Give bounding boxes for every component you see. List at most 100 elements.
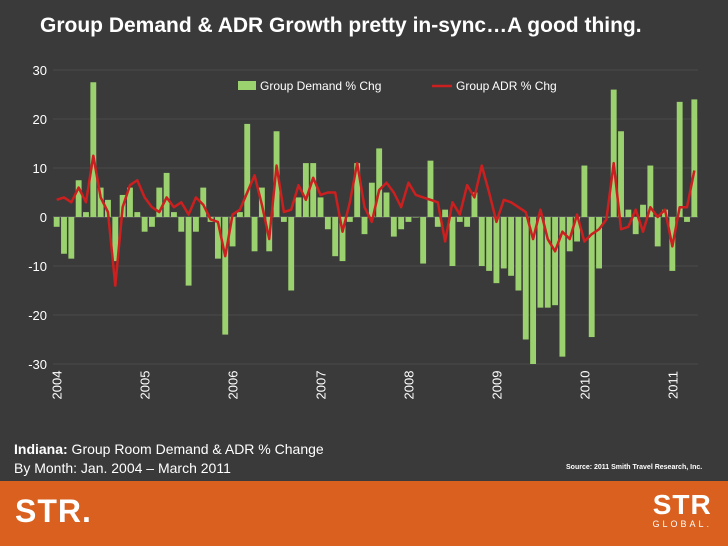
legend-label-demand: Group Demand % Chg	[260, 79, 381, 93]
str-logo: STR.	[15, 493, 92, 529]
demand-bar	[486, 217, 493, 271]
demand-bar	[405, 217, 412, 222]
demand-bar	[691, 99, 698, 217]
demand-bar	[339, 217, 346, 262]
x-axis-year-labels: 2004 2005 2006 2007 2008 2009 2010 2011	[50, 371, 681, 400]
demand-bar	[581, 165, 588, 217]
demand-bar	[412, 217, 419, 218]
footer-bar: STR. STR GLOBAL.	[0, 481, 728, 546]
caption-line2: By Month: Jan. 2004 – March 2011	[14, 460, 231, 476]
demand-bar	[53, 217, 60, 227]
demand-bar	[654, 217, 661, 247]
demand-bar	[295, 197, 302, 217]
str-global-logo: STR GLOBAL.	[652, 489, 712, 530]
demand-bar	[537, 217, 544, 308]
x-year-label: 2011	[665, 371, 680, 399]
demand-bar	[618, 131, 624, 217]
legend-label-adr: Group ADR % Chg	[456, 79, 557, 93]
demand-bar	[456, 217, 463, 222]
demand-bar	[522, 217, 529, 340]
demand-bar	[97, 187, 104, 217]
demand-bar	[83, 212, 89, 217]
demand-bar	[302, 163, 309, 217]
adr-line	[56, 154, 696, 287]
demand-bar	[105, 199, 111, 217]
demand-bar	[90, 82, 97, 217]
demand-bar	[676, 101, 683, 217]
str-global-logo-sub: GLOBAL.	[652, 519, 712, 529]
y-tick-label: 10	[33, 161, 47, 176]
demand-bar	[376, 148, 383, 217]
y-tick-label: -30	[28, 357, 47, 372]
demand-bars	[53, 82, 698, 364]
legend: Group Demand % Chg Group ADR % Chg	[238, 79, 557, 93]
demand-bar	[530, 217, 537, 364]
source-note: Source: 2011 Smith Travel Research, Inc.	[566, 464, 703, 471]
demand-bar	[471, 192, 478, 217]
x-year-label: 2006	[226, 371, 241, 400]
demand-bar	[559, 217, 566, 357]
demand-bar	[280, 217, 287, 222]
demand-bar	[127, 187, 133, 217]
legend-swatch-demand	[238, 81, 256, 90]
demand-bar	[244, 123, 251, 217]
y-axis-ticks: 30 20 10 0 -10 -20 -30	[28, 63, 47, 372]
demand-bar	[310, 163, 317, 217]
demand-bar	[251, 217, 258, 252]
demand-bar	[156, 187, 163, 217]
demand-bar	[552, 217, 559, 306]
y-tick-label: -10	[28, 259, 47, 274]
x-year-label: 2007	[314, 371, 329, 400]
demand-bar	[361, 217, 368, 235]
demand-bar	[390, 217, 397, 237]
demand-bar	[588, 217, 595, 338]
demand-bar	[493, 217, 500, 284]
x-year-label: 2004	[50, 371, 65, 400]
demand-bar	[141, 217, 148, 232]
demand-bar	[508, 217, 515, 276]
demand-bar	[288, 217, 295, 291]
demand-bar	[596, 217, 602, 269]
demand-bar	[222, 217, 229, 335]
demand-bar	[442, 209, 449, 217]
demand-bar	[324, 217, 331, 230]
demand-bar	[368, 182, 375, 217]
demand-bar	[68, 217, 75, 259]
y-tick-label: 30	[33, 63, 47, 78]
demand-bar	[229, 217, 236, 247]
demand-bar	[478, 217, 485, 266]
adr-series-line	[56, 154, 696, 287]
demand-bar	[112, 217, 119, 262]
demand-bar	[566, 217, 573, 252]
slide-title: Group Demand & ADR Growth pretty in-sync…	[40, 14, 642, 37]
x-year-label: 2010	[577, 371, 592, 400]
demand-bar	[632, 217, 639, 235]
demand-bar	[332, 217, 339, 257]
demand-bar	[163, 172, 170, 217]
chart-caption: Indiana: Group Room Demand & ADR % Chang…	[14, 440, 324, 478]
demand-bar	[354, 163, 361, 217]
demand-bar	[434, 217, 441, 227]
caption-line1: Group Room Demand & ADR % Change	[67, 441, 324, 457]
demand-bar	[420, 217, 427, 264]
demand-bar	[647, 165, 654, 217]
demand-bar	[449, 217, 456, 266]
y-tick-label: 20	[33, 112, 47, 127]
demand-bar	[178, 217, 185, 232]
demand-bar	[149, 217, 155, 227]
demand-bar	[383, 192, 390, 217]
demand-bar	[464, 217, 471, 227]
demand-bar	[544, 217, 551, 308]
y-tick-label: 0	[40, 210, 47, 225]
demand-bar	[625, 209, 632, 217]
y-tick-label: -20	[28, 308, 47, 323]
demand-bar	[515, 217, 522, 291]
str-global-logo-main: STR	[652, 489, 712, 520]
demand-bar	[61, 217, 67, 254]
demand-bar	[192, 217, 199, 232]
demand-bar	[346, 217, 353, 222]
demand-bar	[684, 217, 690, 222]
x-year-label: 2005	[138, 371, 153, 400]
demand-bar	[134, 212, 141, 217]
